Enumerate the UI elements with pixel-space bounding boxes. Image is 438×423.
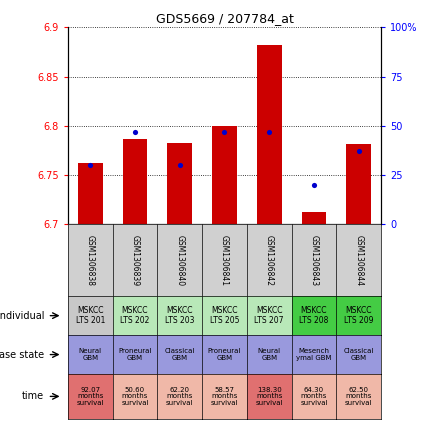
Text: MSKCC
LTS 207: MSKCC LTS 207 (254, 306, 284, 325)
Text: Neural
GBM: Neural GBM (79, 348, 102, 361)
Text: MSKCC
LTS 209: MSKCC LTS 209 (344, 306, 374, 325)
Bar (257, 45, 282, 224)
Title: GDS5669 / 207784_at: GDS5669 / 207784_at (155, 12, 293, 25)
Text: MSKCC
LTS 203: MSKCC LTS 203 (165, 306, 194, 325)
Point (87, 162, 94, 169)
Text: MSKCC
LTS 205: MSKCC LTS 205 (210, 306, 239, 325)
Text: GSM1306839: GSM1306839 (131, 235, 139, 286)
Text: GSM1306840: GSM1306840 (175, 235, 184, 286)
Text: 64.30
months
survival: 64.30 months survival (300, 387, 328, 406)
Text: MSKCC
LTS 202: MSKCC LTS 202 (120, 306, 150, 325)
Text: 138.30
months
survival: 138.30 months survival (255, 387, 283, 406)
Text: Classical
GBM: Classical GBM (165, 348, 195, 361)
Text: GSM1306842: GSM1306842 (265, 235, 274, 286)
Text: GSM1306841: GSM1306841 (220, 235, 229, 286)
Text: 92.07
months
survival: 92.07 months survival (77, 387, 104, 406)
Bar (302, 212, 326, 224)
Text: 62.50
months
survival: 62.50 months survival (345, 387, 372, 406)
Text: Classical
GBM: Classical GBM (343, 348, 374, 361)
Text: individual: individual (0, 310, 44, 321)
Point (176, 162, 183, 169)
Bar (346, 143, 371, 224)
Point (355, 148, 362, 155)
Text: Neural
GBM: Neural GBM (258, 348, 281, 361)
Text: Mesench
ymal GBM: Mesench ymal GBM (296, 348, 332, 361)
Text: time: time (22, 391, 44, 401)
Bar (167, 143, 192, 224)
Text: 62.20
months
survival: 62.20 months survival (166, 387, 194, 406)
Text: GSM1306838: GSM1306838 (86, 235, 95, 286)
Bar (212, 126, 237, 224)
Bar (78, 163, 102, 224)
Text: MSKCC
LTS 201: MSKCC LTS 201 (76, 306, 105, 325)
Point (266, 128, 273, 135)
Bar (123, 139, 147, 224)
Text: disease state: disease state (0, 349, 44, 360)
Text: 58.57
months
survival: 58.57 months survival (211, 387, 238, 406)
Point (221, 128, 228, 135)
Point (131, 128, 138, 135)
Text: Proneural
GBM: Proneural GBM (208, 348, 241, 361)
Text: MSKCC
LTS 208: MSKCC LTS 208 (299, 306, 328, 325)
Text: Proneural
GBM: Proneural GBM (118, 348, 152, 361)
Text: GSM1306843: GSM1306843 (310, 235, 318, 286)
Text: 50.60
months
survival: 50.60 months survival (121, 387, 149, 406)
Point (311, 181, 318, 188)
Text: GSM1306844: GSM1306844 (354, 235, 363, 286)
